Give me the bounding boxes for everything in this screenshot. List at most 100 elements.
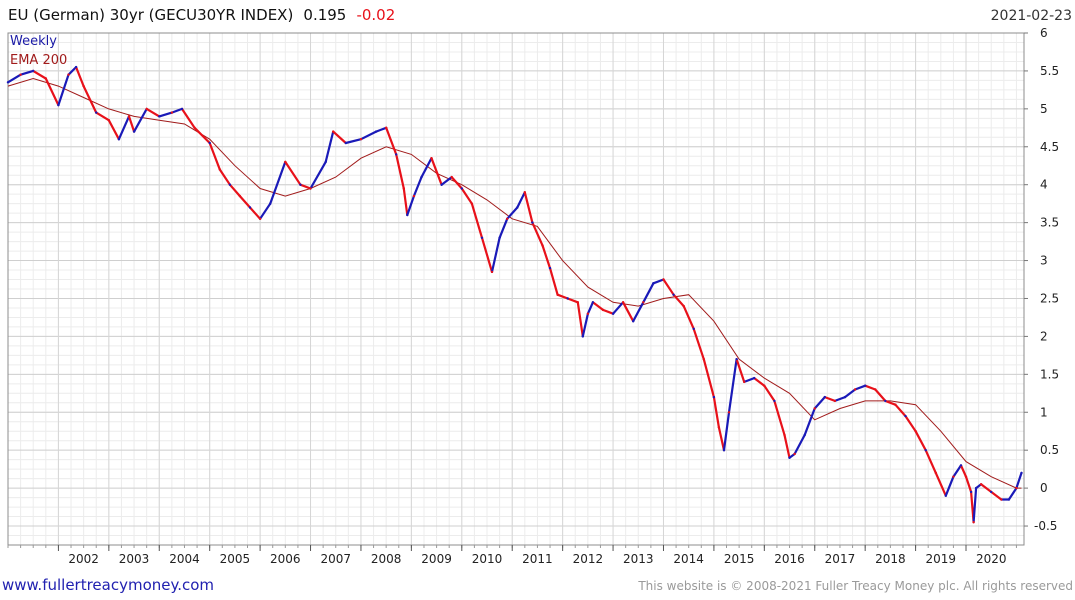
y-tick-label: 4	[1040, 178, 1048, 192]
price-point	[823, 395, 826, 399]
price-point	[385, 126, 388, 129]
price-segment	[783, 433, 791, 459]
price-segment	[145, 107, 161, 118]
price-segment	[117, 115, 131, 141]
price-point	[964, 475, 968, 478]
price-segment	[1007, 487, 1018, 501]
price-point	[541, 244, 544, 247]
x-tick-label: 2016	[774, 552, 805, 566]
price-segment	[581, 312, 590, 338]
price-point	[107, 119, 111, 122]
price-point	[581, 335, 584, 338]
price-segment	[95, 111, 110, 122]
price-segment	[904, 415, 917, 433]
price-point	[344, 141, 347, 145]
grid-lines	[7, 32, 1024, 546]
price-point	[586, 312, 590, 315]
price-segment	[480, 236, 494, 273]
price-segment	[717, 426, 726, 452]
price-segment	[753, 377, 766, 387]
x-tick-label: 2014	[673, 552, 704, 566]
x-axis: 2002 2003 2004 2005 2006 2007 2008 2009 2010 2011…	[7, 545, 1017, 566]
price-point	[460, 187, 463, 190]
price-segment	[490, 236, 501, 273]
price-segment	[914, 430, 927, 452]
price-point	[218, 168, 221, 171]
price-segment	[359, 130, 378, 141]
price-segment	[672, 293, 685, 308]
price-point	[969, 490, 973, 494]
chart-title: EU (German) 30yr (GECU30YR INDEX) 0.195 …	[8, 5, 395, 24]
price-segment	[813, 396, 826, 410]
price-segment	[269, 160, 287, 205]
website-link[interactable]: www.fullertreacymoney.com	[2, 576, 214, 594]
price-point	[894, 403, 897, 406]
price-point	[158, 115, 161, 118]
price-point	[548, 266, 552, 270]
price-point	[566, 297, 569, 300]
price-segment	[309, 160, 327, 190]
price-segment	[979, 483, 993, 493]
price-point	[1000, 498, 1003, 501]
price-point	[57, 103, 60, 107]
price-segment	[712, 396, 721, 429]
price-segment	[864, 384, 877, 391]
price-point	[717, 426, 721, 429]
price-segment	[406, 195, 415, 217]
ema-line	[7, 77, 1022, 489]
price-point	[773, 399, 776, 403]
price-point	[692, 327, 695, 330]
price-point	[324, 160, 327, 164]
price-point	[430, 157, 433, 160]
price-segment	[193, 126, 211, 145]
price-point	[170, 111, 174, 114]
price-point	[727, 411, 731, 414]
price-segment	[344, 138, 363, 145]
price-point	[1015, 486, 1018, 490]
price-point	[193, 126, 196, 129]
price-point	[238, 194, 242, 198]
x-tick-label: 2013	[623, 552, 654, 566]
price-segment	[420, 157, 433, 179]
price-point	[67, 73, 70, 76]
price-segment	[944, 475, 955, 497]
price-point	[132, 130, 136, 133]
price-point	[490, 270, 494, 274]
price-segment	[722, 411, 731, 452]
price-point	[309, 187, 312, 190]
price-point	[74, 65, 78, 69]
price-point	[763, 384, 766, 387]
price-segment	[601, 308, 615, 315]
price-point	[117, 138, 121, 141]
price-point	[208, 141, 211, 145]
x-tick-label: 2009	[421, 552, 452, 566]
price-segment	[853, 384, 867, 391]
price-point	[359, 138, 363, 141]
price-segment	[259, 202, 272, 220]
price-segment	[874, 388, 887, 402]
price-point	[19, 73, 22, 76]
price-point	[979, 483, 983, 486]
price-segment	[611, 301, 625, 315]
price-point	[412, 194, 416, 198]
price-segment	[621, 301, 635, 323]
price-point	[944, 494, 947, 497]
price-point	[258, 217, 262, 220]
x-tick-label: 2007	[320, 552, 351, 566]
price-segment	[833, 396, 847, 402]
x-tick-label: 2012	[573, 552, 604, 566]
y-tick-label: 6	[1040, 26, 1048, 40]
price-point	[884, 399, 887, 403]
price-segment	[127, 115, 136, 133]
price-segment	[402, 187, 409, 217]
price-segment	[332, 130, 347, 145]
price-point	[269, 202, 272, 205]
price-segment	[934, 471, 947, 497]
price-point	[788, 456, 791, 459]
price-point	[864, 384, 867, 387]
price-point	[803, 433, 806, 437]
price-segment	[170, 107, 184, 114]
price-segment	[548, 267, 559, 296]
x-tick-label: 2020	[976, 552, 1007, 566]
price-point	[833, 399, 837, 403]
